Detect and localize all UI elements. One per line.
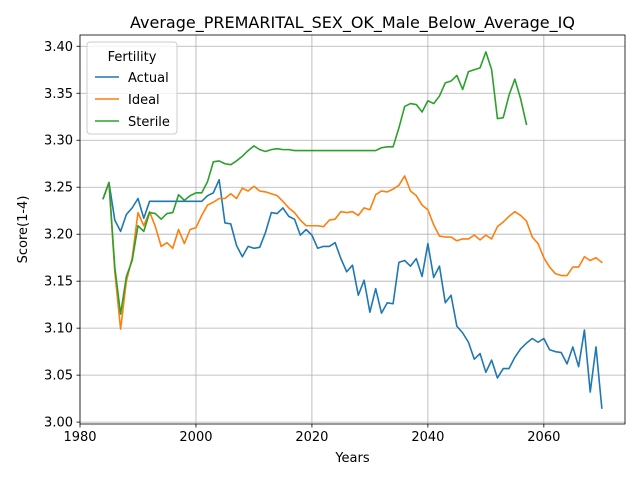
legend: Fertility Actual Ideal Sterile <box>86 41 178 135</box>
series-line-ideal <box>102 175 603 330</box>
y-tick-label: 3.30 <box>44 134 73 149</box>
y-tick-label: 3.05 <box>44 369 73 384</box>
y-tick-label: 3.40 <box>44 40 73 55</box>
y-tick-label: 3.20 <box>44 228 73 243</box>
series-lines <box>102 51 603 409</box>
y-tick-label: 3.00 <box>44 416 73 431</box>
series-line-actual <box>102 178 603 409</box>
x-tick-label: 2040 <box>411 430 444 445</box>
axis-ticks: 1980 2000 2020 2040 2060 3.00 3.05 3.10 3.15 3.20… <box>44 40 560 445</box>
legend-title: Fertility <box>108 50 157 65</box>
y-tick-label: 3.15 <box>44 275 73 290</box>
legend-label-ideal: Ideal <box>128 93 160 108</box>
legend-label-sterile: Sterile <box>128 115 170 130</box>
y-tick-label: 3.25 <box>44 181 73 196</box>
legend-box <box>86 41 178 135</box>
series-line-sterile <box>102 51 528 315</box>
y-tick-label: 3.35 <box>44 87 73 102</box>
plot-frame <box>79 34 626 425</box>
x-tick-label: 2060 <box>527 430 560 445</box>
legend-label-actual: Actual <box>128 71 169 86</box>
x-tick-label: 1980 <box>63 430 96 445</box>
chart-title: Average_PREMARITAL_SEX_OK_Male_Below_Ave… <box>130 13 575 33</box>
x-tick-label: 2000 <box>179 430 212 445</box>
y-tick-label: 3.10 <box>44 322 73 337</box>
x-axis-label: Years <box>334 451 370 466</box>
x-tick-label: 2020 <box>295 430 328 445</box>
y-axis-label: Score(1-4) <box>16 196 31 264</box>
